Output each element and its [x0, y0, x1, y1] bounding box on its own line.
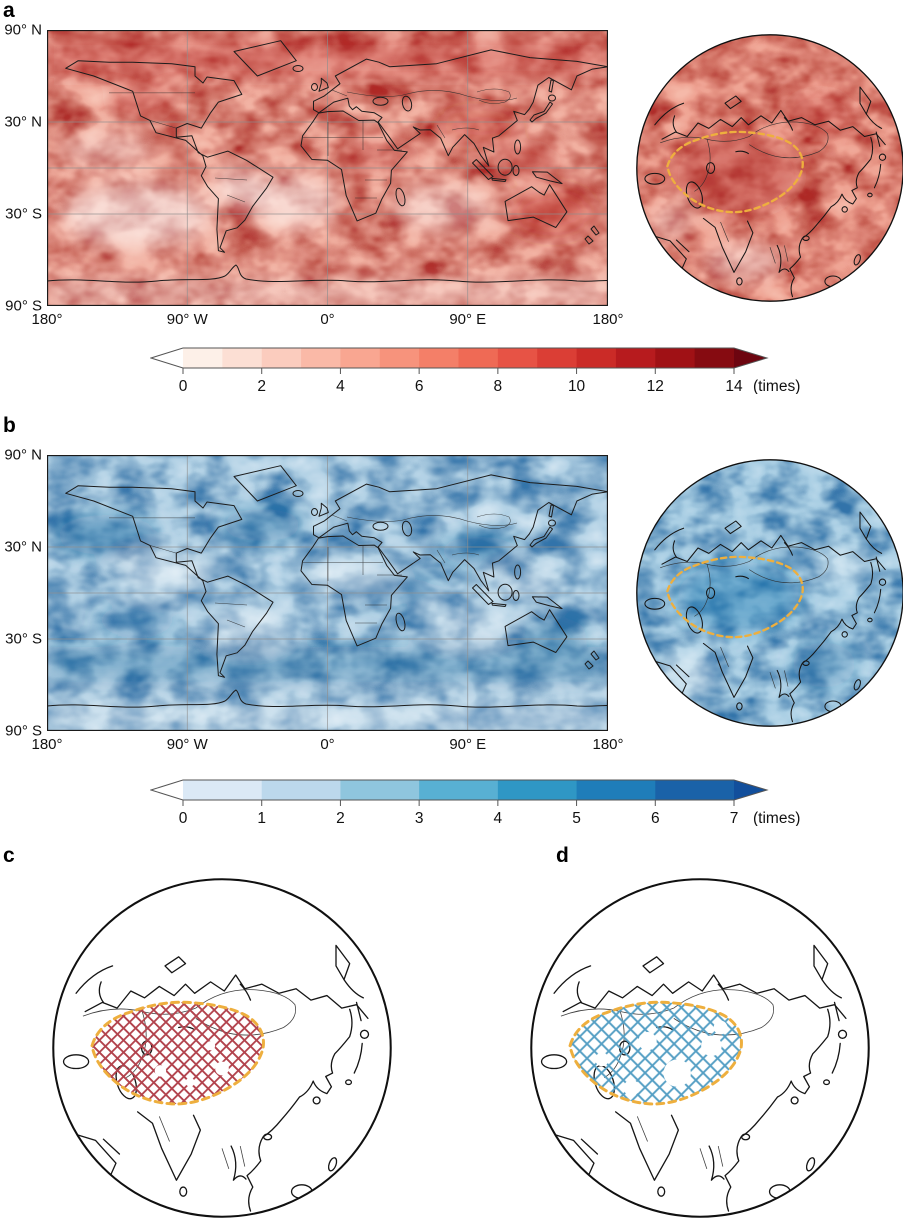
panel-b-globe-inset [636, 459, 903, 727]
colorbar-tick-label: 12 [647, 378, 664, 394]
lon-tick-label: 180° [31, 736, 63, 753]
colorbar-tick-label: 10 [568, 378, 586, 394]
panel-a-label: a [3, 0, 15, 22]
map-frame [47, 455, 608, 731]
colorbar-tick-label: 2 [336, 810, 345, 826]
colorbar-unit-label: (times) [753, 810, 800, 826]
panel-b-colorbar: 0 1 2 3 4 5 6 7 (times) [149, 778, 850, 831]
colorbar-tick-label: 0 [179, 378, 188, 394]
lat-tick-label: 90° N [4, 446, 42, 464]
panel-b-graticule [47, 455, 608, 731]
panel-a-graticule [47, 30, 608, 306]
globe-rim [636, 34, 903, 302]
lat-tick-label: 30° N [4, 113, 42, 131]
colorbar-tick-label: 6 [415, 378, 424, 394]
lon-tick-label: 90° W [166, 311, 208, 328]
panel-a-lat-axis: 90° N 30° N 30° S 90° S [0, 22, 42, 315]
lat-tick-label: 90° S [5, 297, 42, 315]
lon-tick-label: 90° E [449, 311, 487, 328]
panel-a-lon-axis: 180° 90° W 0° 90° E 180° [31, 311, 623, 329]
lon-tick-label: 90° W [166, 736, 208, 753]
colorbar-tick-label: 8 [494, 378, 503, 394]
panel-b-lat-axis: 90° N 30° N 30° S 90° S [0, 447, 42, 740]
panel-d-globe [530, 878, 870, 1218]
panel-b-lon-axis: 180° 90° W 0° 90° E 180° [31, 736, 623, 754]
panel-c-label: c [3, 844, 15, 867]
colorbar-tick-label: 3 [415, 810, 424, 826]
lon-tick-label: 180° [592, 311, 624, 328]
lon-tick-label: 180° [31, 311, 63, 328]
panel-c-globe [52, 878, 392, 1218]
colorbar-tick-label: 7 [730, 810, 739, 826]
lat-tick-label: 90° N [4, 21, 42, 39]
colorbar-tick-label: 14 [725, 378, 743, 394]
lat-tick-label: 30° S [5, 630, 42, 648]
lon-tick-label: 0° [320, 311, 335, 328]
lat-tick-label: 30° S [5, 205, 42, 223]
panel-a-globe-inset [636, 34, 903, 302]
globe-rim [636, 459, 903, 727]
colorbar-tick-label: 2 [257, 378, 266, 394]
lon-tick-label: 180° [592, 736, 624, 753]
panel-a-colorbar: 0 2 4 6 8 10 12 14 (times) [149, 346, 850, 399]
lat-tick-label: 90° S [5, 722, 42, 740]
lon-tick-label: 90° E [449, 736, 487, 753]
panel-a-world-map [47, 30, 608, 306]
hatch-gaps [595, 1020, 728, 1096]
panel-d-label: d [556, 844, 569, 867]
globe-rim [530, 878, 870, 1218]
colorbar-tick-label: 0 [179, 810, 188, 826]
colorbar-tick-label: 5 [572, 810, 581, 826]
colorbar-tick-label: 1 [257, 810, 266, 826]
colorbar-tick-label: 4 [494, 810, 503, 826]
colorbar-unit-label: (times) [753, 378, 800, 394]
panel-b-label: b [3, 414, 16, 437]
globe-rim [52, 878, 392, 1218]
hatch-gaps [154, 1041, 229, 1087]
colorbar-tick-label: 4 [336, 378, 345, 394]
colorbar-tick-label: 6 [651, 810, 660, 826]
panel-b-world-map [47, 455, 608, 731]
lon-tick-label: 0° [320, 736, 335, 753]
map-frame [47, 30, 608, 306]
lat-tick-label: 30° N [4, 538, 42, 556]
